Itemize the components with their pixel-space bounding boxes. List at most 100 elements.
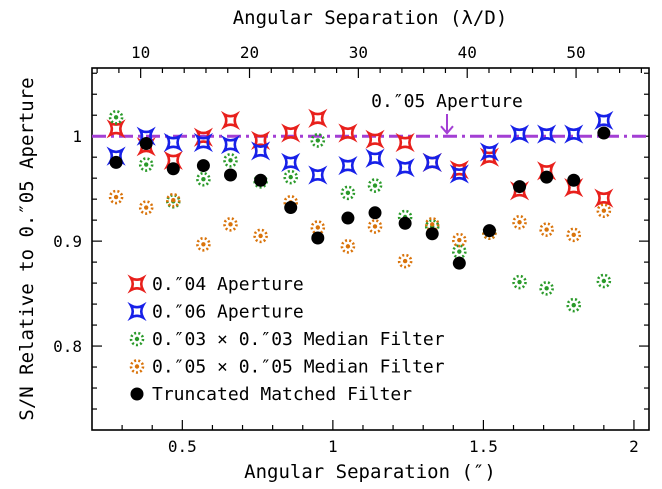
data-point — [281, 152, 301, 173]
data-point — [223, 153, 238, 168]
y-tick-label: 0.8 — [53, 337, 82, 356]
data-point — [594, 110, 614, 131]
marker-ring — [223, 153, 238, 168]
marker-ring — [196, 171, 211, 187]
marker-center — [201, 177, 206, 182]
marker-ring — [196, 236, 211, 252]
x-top-tick-label: 40 — [458, 43, 477, 62]
marker-ring — [138, 157, 154, 172]
tick-labels: 0.5 1 1.5 2 10 20 30 40 50 0.8 0.9 1 — [53, 43, 639, 456]
legend-marker — [130, 387, 144, 401]
marker-ring — [566, 297, 582, 313]
data-point — [566, 227, 582, 243]
data-point — [340, 239, 356, 254]
data-point — [254, 173, 268, 187]
marker-center — [571, 232, 576, 238]
marker-center — [171, 198, 176, 203]
data-point — [163, 132, 183, 153]
data-point — [340, 185, 356, 201]
marker-ring — [310, 133, 326, 148]
data-point — [196, 236, 211, 252]
data-point — [539, 281, 554, 296]
x-tick-label: 1.5 — [469, 437, 498, 456]
data-point — [479, 142, 499, 162]
marker-center — [143, 162, 149, 167]
marker-center — [345, 190, 351, 196]
marker-ring — [129, 331, 145, 347]
marker-ring — [596, 203, 612, 219]
series-4 — [109, 126, 611, 270]
legend-label: 0.″06 Aperture — [152, 302, 304, 323]
legend-label: Truncated Matched Filter — [152, 384, 412, 405]
marker-ring — [283, 169, 299, 185]
data-point — [567, 173, 581, 187]
marker-center — [402, 258, 408, 264]
data-point — [422, 152, 442, 173]
marker-center — [315, 225, 321, 230]
y-axis-label: S/N Relative to 0.″05 Aperture — [16, 77, 38, 420]
data-point — [596, 203, 612, 219]
data-point — [452, 256, 466, 270]
data-point — [365, 148, 385, 168]
data-point — [425, 227, 439, 241]
data-point — [482, 224, 496, 238]
marker-ring — [108, 110, 124, 125]
data-point — [368, 206, 382, 220]
data-points — [106, 108, 614, 313]
marker-center — [601, 208, 607, 213]
data-point — [251, 141, 271, 161]
data-point — [449, 164, 469, 184]
marker-center — [143, 205, 149, 210]
marker-center — [134, 364, 140, 369]
data-point — [395, 132, 415, 153]
x-top-axis-label: Angular Separation (λ/D) — [233, 7, 508, 29]
marker-center — [228, 222, 233, 227]
marker-center — [372, 224, 378, 229]
data-point — [284, 201, 298, 215]
marker-center — [430, 222, 435, 227]
data-point — [338, 156, 358, 176]
marker-center — [228, 158, 233, 163]
plot-frame — [91, 67, 650, 431]
data-point — [196, 159, 210, 173]
data-point — [283, 169, 299, 185]
marker-ring — [367, 219, 383, 234]
data-point — [594, 188, 614, 208]
data-point — [196, 171, 211, 187]
y-tick-label: 0.9 — [53, 232, 82, 251]
data-point — [106, 119, 126, 139]
ticks — [92, 68, 649, 430]
marker-center — [517, 279, 522, 285]
marker-center — [258, 233, 263, 239]
marker-ring — [397, 253, 413, 269]
marker-center — [345, 244, 351, 249]
series-0 — [106, 108, 614, 208]
legend-label: 0.″04 Aperture — [152, 274, 304, 295]
data-point — [193, 132, 213, 153]
marker-ring — [566, 227, 582, 243]
data-point — [509, 124, 530, 144]
marker-ring — [452, 232, 467, 248]
data-point — [223, 217, 238, 232]
data-point — [341, 211, 355, 225]
marker-ring — [108, 189, 124, 205]
marker-ring — [539, 222, 554, 237]
marker-ring — [340, 239, 356, 254]
data-point — [367, 178, 383, 193]
x-tick-label: 0.5 — [168, 437, 197, 456]
marker-center — [113, 194, 119, 200]
data-point — [138, 200, 154, 215]
marker-center — [457, 237, 462, 243]
data-point — [308, 108, 328, 128]
legend: 0.″04 Aperture 0.″06 Aperture 0.″03 × 0.″0… — [127, 274, 445, 405]
series-1 — [106, 110, 614, 185]
data-point — [597, 126, 611, 140]
marker-ring — [223, 217, 238, 232]
data-point — [165, 192, 181, 208]
marker-ring — [138, 200, 154, 215]
data-point — [367, 219, 383, 234]
marker-center — [517, 220, 522, 225]
data-point — [540, 170, 554, 184]
data-point — [395, 158, 415, 178]
